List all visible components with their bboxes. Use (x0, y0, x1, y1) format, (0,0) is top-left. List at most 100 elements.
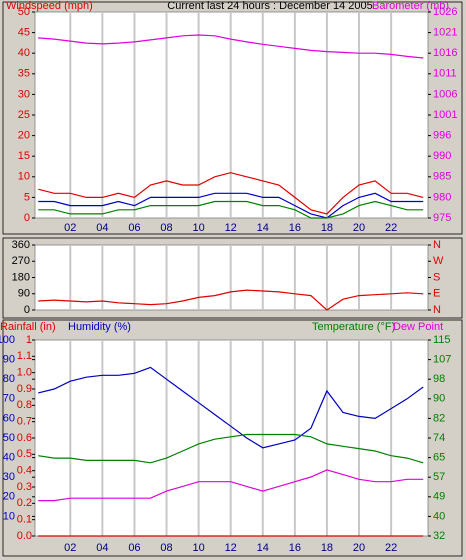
series-line (38, 289, 424, 311)
y-tick-label: 10 (18, 171, 30, 183)
series-line (38, 469, 424, 502)
y-tick-label: 30 (18, 88, 30, 100)
x-tick-label: 10 (192, 222, 204, 234)
axis-label: Rainfall (in) (0, 321, 56, 333)
y-tick-label: 115 (433, 334, 451, 346)
y-tick-label: 0.2 (17, 497, 32, 509)
y-tick-label: 0.1 (17, 514, 32, 526)
x-tick-label: 16 (289, 222, 301, 234)
x-tick-label: 08 (160, 222, 172, 234)
y-tick-label: 1.1 (17, 350, 32, 362)
x-tick-label: 04 (96, 542, 108, 554)
x-tick-label: 02 (64, 542, 76, 554)
x-tick-label: 14 (257, 222, 269, 234)
y-tick-label: 70 (3, 393, 15, 405)
y-tick-label: W (433, 255, 444, 267)
series-line (38, 200, 424, 219)
y-tick-label: 98 (433, 373, 445, 385)
y-tick-label: 5 (24, 191, 30, 203)
series-line (38, 192, 424, 219)
y-tick-label: 35 (18, 68, 30, 80)
axis-label: Barometer (mb) (372, 0, 449, 12)
y-tick-label: 80 (3, 373, 15, 385)
y-tick-label: 30 (3, 471, 15, 483)
y-tick-label: N (433, 239, 441, 251)
y-tick-label: 90 (3, 354, 15, 366)
y-tick-label: 20 (18, 130, 30, 142)
y-tick-label: 1016 (433, 47, 457, 59)
y-tick-label: 40 (433, 510, 445, 522)
y-tick-label: 1.0 (17, 367, 32, 379)
y-tick-label: 0 (24, 304, 30, 316)
y-tick-label: 0.6 (17, 432, 32, 444)
y-tick-label: 50 (3, 432, 15, 444)
y-tick-label: 15 (18, 150, 30, 162)
x-tick-label: 14 (257, 542, 269, 554)
y-tick-label: 996 (433, 130, 451, 142)
y-tick-label: 985 (433, 171, 451, 183)
x-tick-label: 12 (225, 222, 237, 234)
x-tick-label: 20 (353, 222, 365, 234)
y-tick-label: 10 (3, 510, 15, 522)
y-tick-label: 90 (18, 288, 30, 300)
y-tick-label: 0.0 (17, 530, 32, 542)
series-line (38, 366, 424, 449)
x-tick-label: 10 (192, 542, 204, 554)
series-line (38, 172, 424, 215)
y-tick-label: 107 (433, 354, 451, 366)
y-tick-label: E (433, 288, 440, 300)
x-tick-label: 22 (385, 542, 397, 554)
y-tick-label: 975 (433, 212, 451, 224)
x-tick-label: 20 (353, 542, 365, 554)
y-tick-label: 1001 (433, 109, 457, 121)
axis-label: Temperature (°F) (312, 321, 395, 333)
y-tick-label: 980 (433, 191, 451, 203)
y-tick-label: 40 (3, 452, 15, 464)
y-tick-label: N (433, 304, 441, 316)
axis-label: Windspeed (mph) (6, 0, 93, 12)
y-tick-label: 45 (18, 27, 30, 39)
x-tick-label: 08 (160, 542, 172, 554)
axis-label: Dew Point (393, 321, 443, 333)
y-tick-label: 0.9 (17, 383, 32, 395)
x-tick-label: 06 (128, 542, 140, 554)
y-tick-label: 0.8 (17, 399, 32, 411)
x-tick-label: 12 (225, 542, 237, 554)
y-tick-label: 180 (12, 271, 30, 283)
y-tick-label: 25 (18, 109, 30, 121)
x-tick-label: 18 (321, 222, 333, 234)
x-tick-label: 06 (128, 222, 140, 234)
y-tick-label: 74 (433, 432, 445, 444)
y-tick-label: 1 (26, 334, 32, 346)
series-line (38, 433, 424, 464)
y-tick-label: 100 (0, 334, 15, 346)
x-tick-label: 04 (96, 222, 108, 234)
y-tick-label: 360 (12, 239, 30, 251)
axis-label: Humidity (%) (68, 321, 131, 333)
y-tick-label: 1026 (433, 6, 457, 18)
y-tick-label: 1011 (433, 68, 457, 80)
y-tick-label: 1021 (433, 27, 457, 39)
series-line (38, 34, 424, 59)
y-tick-label: 0.4 (17, 465, 32, 477)
x-tick-label: 16 (289, 542, 301, 554)
y-tick-label: 0 (24, 212, 30, 224)
y-tick-label: 57 (433, 471, 445, 483)
x-tick-label: 18 (321, 542, 333, 554)
y-tick-label: 0.5 (17, 448, 32, 460)
y-tick-label: 1006 (433, 88, 457, 100)
y-tick-label: 65 (433, 452, 445, 464)
y-tick-label: 40 (18, 47, 30, 59)
y-tick-label: 990 (433, 150, 451, 162)
x-tick-label: 02 (64, 222, 76, 234)
y-tick-label: 50 (18, 6, 30, 18)
y-tick-label: S (433, 271, 440, 283)
y-tick-label: 90 (433, 393, 445, 405)
y-tick-label: 20 (3, 491, 15, 503)
y-tick-label: 0.7 (17, 416, 32, 428)
axis-label: Current last 24 hours : December 14 2005 (167, 0, 372, 12)
y-tick-label: 82 (433, 412, 445, 424)
y-tick-label: 0.3 (17, 481, 32, 493)
